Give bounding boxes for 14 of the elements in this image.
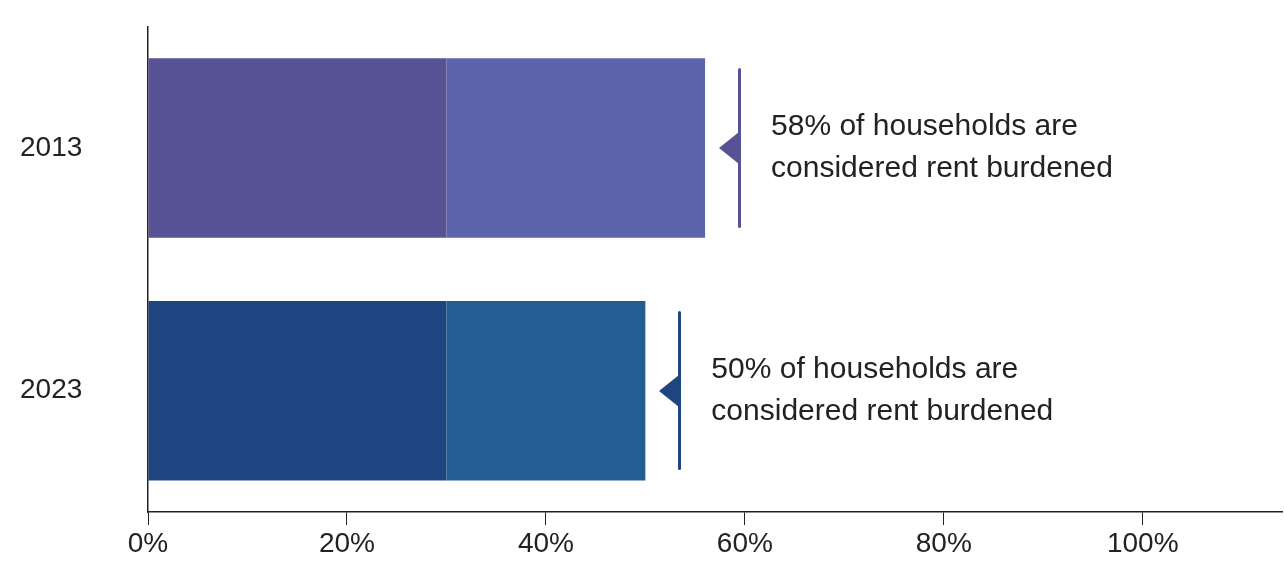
annotation: 50% of households are considered rent burdened <box>711 350 1054 426</box>
y-tick-label: 2013 <box>20 130 83 162</box>
bar <box>148 300 447 481</box>
x-tick-label: 0% <box>127 526 169 558</box>
bar <box>446 58 706 238</box>
bar <box>148 58 447 238</box>
y-tick-label: 2023 <box>20 373 83 405</box>
x-tick-label: 20% <box>318 526 375 558</box>
x-tick-label: 60% <box>716 526 773 558</box>
x-tick-label: 80% <box>915 526 972 558</box>
x-tick-label: 100% <box>1106 526 1179 558</box>
annotation: 58% of households are considered rent burdened <box>771 108 1113 184</box>
x-tick-label: 40% <box>517 526 574 558</box>
bar <box>446 300 646 481</box>
